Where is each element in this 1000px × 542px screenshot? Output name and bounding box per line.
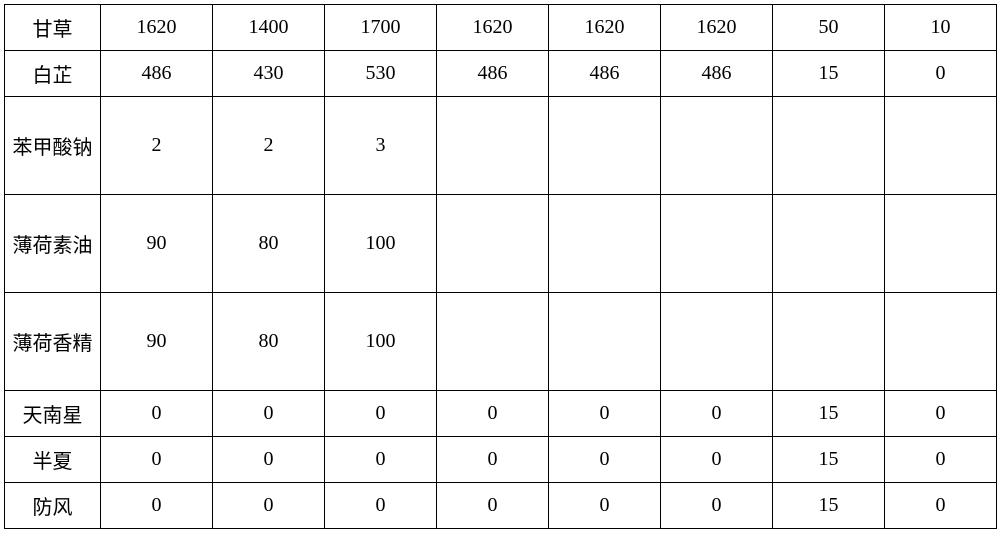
table-cell: 0 — [549, 483, 661, 529]
table-cell: 0 — [549, 437, 661, 483]
row-label: 防风 — [5, 483, 101, 529]
table-cell: 50 — [773, 5, 885, 51]
table-cell: 1620 — [661, 5, 773, 51]
table-cell: 0 — [885, 437, 997, 483]
table-body: 甘草 1620 1400 1700 1620 1620 1620 50 10 白… — [5, 5, 997, 529]
table-cell — [885, 195, 997, 293]
table-cell: 1400 — [213, 5, 325, 51]
table-cell — [437, 293, 549, 391]
table-row: 白芷 486 430 530 486 486 486 15 0 — [5, 51, 997, 97]
table-row: 甘草 1620 1400 1700 1620 1620 1620 50 10 — [5, 5, 997, 51]
table-cell — [549, 97, 661, 195]
table-cell: 1620 — [437, 5, 549, 51]
row-label: 薄荷香精 — [5, 293, 101, 391]
table-cell: 486 — [437, 51, 549, 97]
table-cell: 100 — [325, 195, 437, 293]
table-row: 半夏 0 0 0 0 0 0 15 0 — [5, 437, 997, 483]
row-label: 白芷 — [5, 51, 101, 97]
table-cell — [549, 293, 661, 391]
table-row: 薄荷素油 90 80 100 — [5, 195, 997, 293]
table-cell: 0 — [885, 391, 997, 437]
table-row: 薄荷香精 90 80 100 — [5, 293, 997, 391]
table-cell: 0 — [437, 391, 549, 437]
table-cell: 0 — [213, 483, 325, 529]
table-cell: 0 — [885, 51, 997, 97]
table-cell — [661, 97, 773, 195]
table-cell: 0 — [661, 437, 773, 483]
table-cell: 15 — [773, 391, 885, 437]
row-label: 半夏 — [5, 437, 101, 483]
table-cell — [661, 293, 773, 391]
table-cell: 486 — [549, 51, 661, 97]
table-cell: 430 — [213, 51, 325, 97]
table-cell: 0 — [885, 483, 997, 529]
table-cell: 0 — [325, 483, 437, 529]
table-cell — [437, 195, 549, 293]
table-row: 天南星 0 0 0 0 0 0 15 0 — [5, 391, 997, 437]
table-cell — [773, 195, 885, 293]
table-cell: 0 — [101, 437, 213, 483]
table-row: 苯甲酸钠 2 2 3 — [5, 97, 997, 195]
table-cell: 0 — [325, 391, 437, 437]
table-cell: 0 — [213, 437, 325, 483]
table-cell: 2 — [101, 97, 213, 195]
table-cell — [885, 293, 997, 391]
data-table: 甘草 1620 1400 1700 1620 1620 1620 50 10 白… — [4, 4, 997, 529]
table-cell: 486 — [661, 51, 773, 97]
table-cell: 0 — [549, 391, 661, 437]
table-cell: 2 — [213, 97, 325, 195]
table-cell: 0 — [437, 483, 549, 529]
table-cell: 90 — [101, 195, 213, 293]
table-cell: 1700 — [325, 5, 437, 51]
table-cell: 0 — [661, 391, 773, 437]
table-cell: 0 — [101, 391, 213, 437]
table-cell: 3 — [325, 97, 437, 195]
table-cell — [773, 293, 885, 391]
table-cell: 90 — [101, 293, 213, 391]
table-cell: 0 — [213, 391, 325, 437]
table-cell: 486 — [101, 51, 213, 97]
row-label: 薄荷素油 — [5, 195, 101, 293]
table-cell — [437, 97, 549, 195]
table-cell — [773, 97, 885, 195]
table-cell — [549, 195, 661, 293]
row-label: 苯甲酸钠 — [5, 97, 101, 195]
table-cell: 15 — [773, 437, 885, 483]
row-label: 天南星 — [5, 391, 101, 437]
table-cell: 0 — [437, 437, 549, 483]
table-cell: 100 — [325, 293, 437, 391]
table-cell — [661, 195, 773, 293]
table-cell: 80 — [213, 293, 325, 391]
row-label: 甘草 — [5, 5, 101, 51]
table-cell: 0 — [101, 483, 213, 529]
table-cell: 1620 — [549, 5, 661, 51]
table-cell: 1620 — [101, 5, 213, 51]
table-cell: 15 — [773, 51, 885, 97]
table-cell: 80 — [213, 195, 325, 293]
table-cell: 0 — [661, 483, 773, 529]
table-cell: 0 — [325, 437, 437, 483]
table-cell: 530 — [325, 51, 437, 97]
table-row: 防风 0 0 0 0 0 0 15 0 — [5, 483, 997, 529]
table-cell: 10 — [885, 5, 997, 51]
table-cell: 15 — [773, 483, 885, 529]
table-cell — [885, 97, 997, 195]
